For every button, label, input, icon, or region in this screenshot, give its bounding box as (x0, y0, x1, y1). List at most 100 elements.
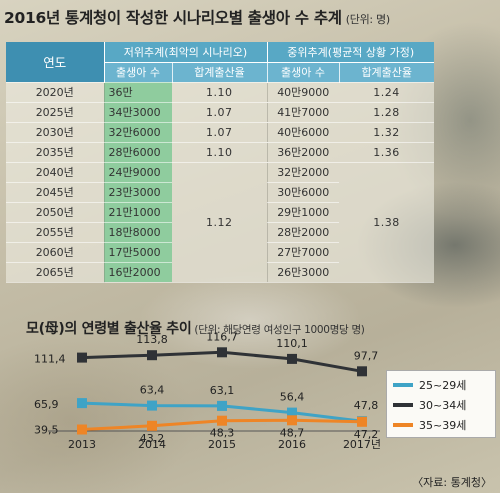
data-point (287, 407, 297, 418)
mid-births-cell: 32만2000 (266, 162, 339, 183)
header-low-scenario: 저위추계(최악의 시나리오) (104, 42, 267, 63)
table-row: 2055년 18만8000 28만2000 (6, 222, 434, 243)
legend-item-25-29: 25~29세 (393, 375, 489, 395)
data-label: 47,2 (354, 428, 379, 441)
mid-births-cell: 40만6000 (266, 122, 339, 143)
data-point (217, 400, 227, 411)
year-cell: 2035년 (6, 142, 105, 163)
data-label: 43,2 (140, 432, 165, 445)
data-label: 110,1 (276, 337, 308, 350)
year-cell: 2065년 (6, 262, 105, 283)
chart-title: 모(母)의 연령별 출산율 추이 (단위: 해당연령 여성인구 1000명당 명) (26, 321, 365, 337)
table-row: 2065년 16만2000 26만3000 (6, 262, 434, 283)
year-cell: 2050년 (6, 202, 105, 223)
header-low-births: 출생아 수 (104, 62, 173, 83)
legend-swatch (393, 403, 413, 407)
data-point (147, 420, 157, 431)
low-births-cell: 18만8000 (104, 222, 172, 243)
table-row: 2020년 36만 1.10 40만9000 1.24 (6, 82, 434, 103)
low-births-cell: 17만5000 (104, 242, 172, 263)
legend-swatch (393, 383, 413, 387)
data-point (77, 352, 87, 363)
low-births-cell: 23만3000 (104, 182, 172, 203)
header-low-rate: 합계출산율 (172, 62, 268, 83)
data-label: 63,1 (210, 384, 235, 397)
source-note: 〈자료: 통계청〉 (412, 476, 492, 489)
data-point (217, 347, 227, 358)
x-tick-label: 2016 (278, 438, 306, 451)
mid-births-cell: 28만2000 (266, 222, 339, 243)
header-year: 연도 (6, 42, 105, 83)
table-row: 2030년 32만6000 1.07 40만6000 1.32 (6, 122, 434, 143)
year-cell: 2030년 (6, 122, 105, 143)
low-births-cell: 16만2000 (104, 262, 172, 283)
data-point (357, 366, 367, 377)
mid-rate-cell: 1.32 (339, 122, 434, 143)
legend-label: 30~34세 (419, 399, 467, 412)
header-mid-scenario: 중위추계(평균적 상황 가정) (266, 42, 434, 63)
chart-legend: 25~29세 30~34세 35~39세 (386, 370, 496, 438)
year-cell: 2020년 (6, 82, 105, 103)
mid-births-cell: 26만3000 (266, 262, 339, 283)
low-rate-cell: 1.10 (172, 142, 267, 163)
year-cell: 2060년 (6, 242, 105, 263)
data-label: 39,5 (34, 424, 59, 437)
year-cell: 2025년 (6, 102, 105, 123)
x-tick-label: 2017년 (343, 438, 381, 451)
x-tick-label: 2013 (68, 438, 96, 451)
low-rate-cell: 1.07 (172, 122, 267, 143)
mid-births-cell: 30만6000 (266, 182, 339, 203)
data-point (217, 415, 227, 426)
data-point (147, 400, 157, 411)
legend-swatch (393, 423, 413, 427)
data-label: 116,7 (206, 330, 238, 343)
mid-rate-cell: 1.36 (339, 142, 434, 163)
mid-births-cell: 36만2000 (266, 142, 339, 163)
low-rate-merged-cell: 1.12 (172, 162, 267, 283)
data-label: 48,3 (210, 427, 235, 440)
data-point (287, 415, 297, 426)
table-row: 2035년 28만6000 1.10 36만2000 1.36 (6, 142, 434, 163)
projection-table: 연도 저위추계(최악의 시나리오) 중위추계(평균적 상황 가정) 출생아 수 … (6, 42, 434, 283)
mid-rate-merged-cell: 1.38 (339, 162, 434, 283)
low-rate-cell: 1.10 (172, 82, 267, 103)
year-cell: 2045년 (6, 182, 105, 203)
title-unit: (단위: 명) (345, 13, 390, 26)
mid-births-cell: 41만7000 (266, 102, 339, 123)
table-row: 2025년 34만3000 1.07 41만7000 1.28 (6, 102, 434, 123)
mid-births-cell: 29만1000 (266, 202, 339, 223)
data-label: 48,7 (280, 426, 305, 439)
table-row: 2045년 23만3000 30만6000 (6, 182, 434, 203)
x-tick-label: 2015 (208, 438, 236, 451)
data-point (287, 353, 297, 364)
table-row: 2060년 17만5000 27만7000 (6, 242, 434, 263)
data-label: 65,9 (34, 398, 59, 411)
x-tick-label: 2014 (138, 438, 166, 451)
data-point (77, 424, 87, 435)
data-label: 113,8 (136, 333, 168, 346)
data-point (77, 398, 87, 409)
low-births-cell: 28만6000 (104, 142, 172, 163)
low-births-cell: 32만6000 (104, 122, 172, 143)
mid-rate-cell: 1.28 (339, 102, 434, 123)
data-point (357, 416, 367, 427)
low-births-cell: 21만1000 (104, 202, 172, 223)
table-row: 2050년 21만1000 29만1000 (6, 202, 434, 223)
low-births-cell: 36만 (104, 82, 172, 103)
year-cell: 2055년 (6, 222, 105, 243)
legend-item-30-34: 30~34세 (393, 395, 489, 415)
legend-label: 35~39세 (419, 419, 467, 432)
mid-births-cell: 27만7000 (266, 242, 339, 263)
low-births-cell: 24만9000 (104, 162, 172, 183)
header-mid-births: 출생아 수 (267, 62, 340, 83)
header-mid-rate: 합계출산율 (339, 62, 434, 83)
mid-rate-cell: 1.24 (339, 82, 434, 103)
legend-item-35-39: 35~39세 (393, 415, 489, 435)
low-births-cell: 34만3000 (104, 102, 172, 123)
data-label: 63,4 (140, 384, 165, 397)
data-label: 97,7 (354, 349, 379, 362)
year-cell: 2040년 (6, 162, 105, 183)
data-label: 111,4 (34, 353, 66, 366)
data-label: 56,4 (280, 391, 305, 404)
chart-unit: (단위: 해당연령 여성인구 1000명당 명) (194, 324, 365, 336)
